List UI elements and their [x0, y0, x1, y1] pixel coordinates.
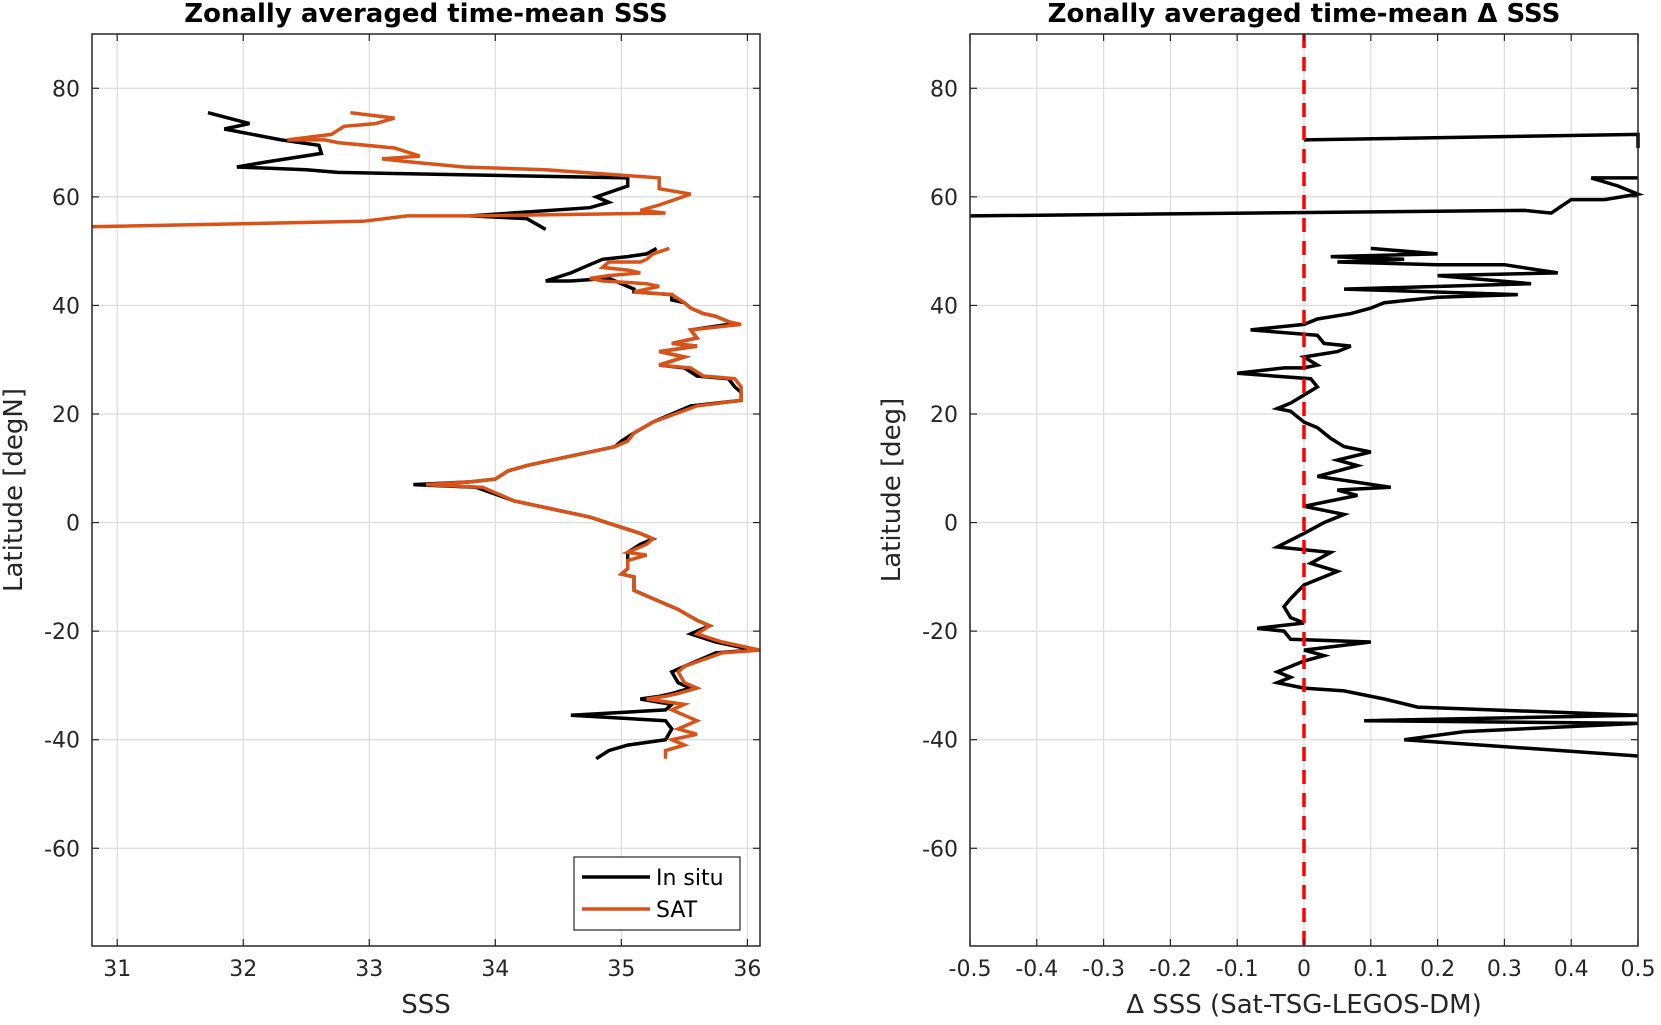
series-line-in-situ [207, 111, 630, 231]
plot-area-left [92, 34, 760, 946]
legend: In situ SAT [573, 856, 741, 931]
series-line-series-0 [969, 176, 1645, 218]
x-tick-label: 0 [1297, 957, 1311, 982]
y-tick-label: -60 [922, 837, 958, 862]
legend-label-sat: SAT [656, 898, 698, 923]
grid-left [92, 34, 760, 946]
x-tick-label: 32 [229, 957, 257, 982]
x-axis-label-right: Δ SSS (Sat-TSG-LEGOS-DM) [1126, 990, 1482, 1020]
y-tick-label: -40 [922, 729, 958, 754]
chart-title-right: Zonally averaged time-mean Δ SSS [1048, 0, 1561, 29]
y-axis-label-right: Latitude [deg] [877, 398, 907, 583]
y-tick-label: -60 [44, 837, 80, 862]
x-tick-label: 35 [607, 957, 635, 982]
x-tick-label: -0.1 [1216, 957, 1259, 982]
y-tick-label: -40 [44, 729, 80, 754]
y-tick-label: 0 [944, 512, 958, 537]
series-line-sat [91, 110, 692, 229]
x-tick-label: -0.2 [1149, 957, 1192, 982]
y-tick-label: 40 [930, 294, 958, 319]
x-tick-label: -0.3 [1082, 957, 1125, 982]
legend-box [573, 856, 741, 931]
x-tick-label: 0.4 [1554, 957, 1589, 982]
y-tick-label: 20 [930, 403, 958, 428]
x-tick-label: 33 [355, 957, 383, 982]
y-tick-label: 60 [930, 186, 958, 211]
chart-left: 31 32 33 34 35 36 -60 -40 -20 0 20 40 60 80 Zonally a… [0, 0, 761, 1020]
legend-label-in-situ: In situ [656, 866, 724, 891]
x-tick-label: 0.3 [1487, 957, 1522, 982]
y-tick-label: 80 [930, 77, 958, 102]
x-tick-label: 36 [733, 957, 761, 982]
y-tick-label: 20 [52, 403, 80, 428]
x-tick-label: -0.5 [949, 957, 992, 982]
x-tick-label: 0.5 [1621, 957, 1656, 982]
series-line-sat [425, 246, 761, 759]
series-left [91, 110, 761, 761]
y-tick-label: -20 [44, 620, 80, 645]
y-axis-label-left: Latitude [degN] [0, 388, 29, 592]
chart-right: -0.5 -0.4 -0.3 -0.2 -0.1 0 0.1 0.2 0.3 0.4 0.5 -60 -… [877, 0, 1656, 1020]
ticks-left: 31 32 33 34 35 36 -60 -40 -20 0 20 40 60 80 [44, 34, 761, 982]
x-tick-label: -0.4 [1015, 957, 1058, 982]
y-tick-label: -20 [922, 620, 958, 645]
y-tick-label: 80 [52, 77, 80, 102]
y-tick-label: 40 [52, 294, 80, 319]
y-tick-label: 60 [52, 186, 80, 211]
x-tick-label: 31 [103, 957, 131, 982]
x-tick-label: 34 [481, 957, 509, 982]
series-line-series-0 [1236, 246, 1639, 758]
x-tick-label: 0.1 [1353, 957, 1388, 982]
axes-box-left [91, 33, 761, 947]
ticks-right: -0.5 -0.4 -0.3 -0.2 -0.1 0 0.1 0.2 0.3 0.4 0.5 -60 -… [922, 34, 1656, 982]
x-tick-label: 0.2 [1420, 957, 1455, 982]
chart-title-left: Zonally averaged time-mean SSS [184, 0, 668, 29]
x-axis-label-left: SSS [401, 990, 451, 1020]
y-tick-label: 0 [66, 512, 80, 537]
